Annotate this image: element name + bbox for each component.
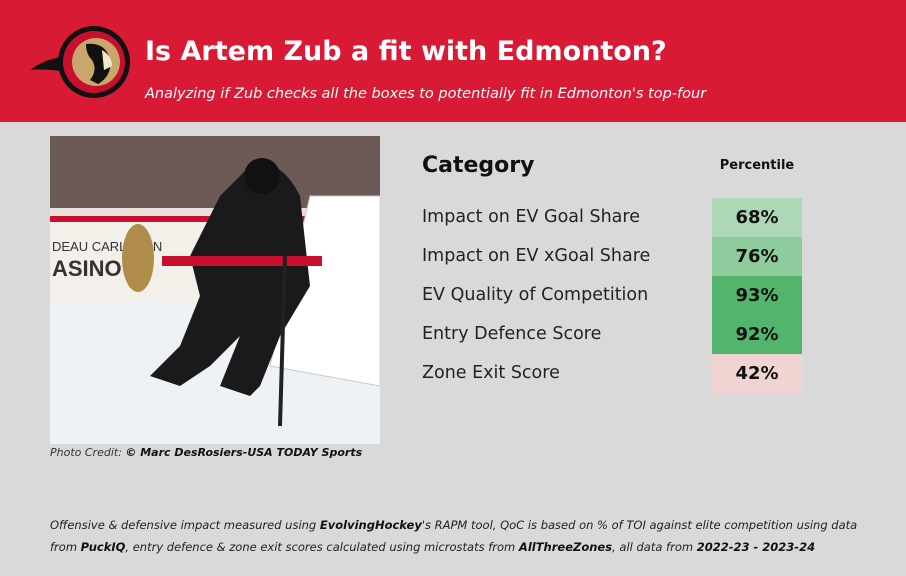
credit-value: © Marc DesRosiers-USA TODAY Sports [125,446,363,459]
senators-logo-icon [30,26,130,98]
category-label: Impact on EV xGoal Share [422,246,651,266]
table-row: EV Quality of Competition 93% [422,276,802,315]
svg-text:ASINO: ASINO [52,256,122,281]
photo-credit: Photo Credit: © Marc DesRosiers-USA TODA… [50,446,362,459]
table-row: Zone Exit Score 42% [422,354,802,393]
percentile-value: 76% [712,237,802,276]
footer-text: 's RAPM tool, QoC is based on % of TOI a… [50,518,858,554]
category-header: Category [422,153,535,178]
percentile-header: Percentile [719,158,795,173]
footer-note: Offensive & defensive impact measured us… [50,514,880,558]
credit-label: Photo Credit: [50,446,126,459]
table-row: Impact on EV xGoal Share 76% [422,237,802,276]
table-row: Entry Defence Score 92% [422,315,802,354]
category-label: Entry Defence Score [422,324,602,344]
category-label: Impact on EV Goal Share [422,207,640,227]
footer-text: , entry defence & zone exit scores calcu… [125,540,519,554]
source-name: 2022-23 - 2023-24 [696,540,816,554]
source-name: PuckIQ [80,540,126,554]
page-title: Is Artem Zub a fit with Edmonton? [145,36,667,67]
category-label: EV Quality of Competition [422,285,649,305]
source-name: EvolvingHockey [319,518,422,532]
percentile-value: 93% [712,276,802,315]
player-photo: DEAU CARLETON ASINO [50,136,380,444]
category-label: Zone Exit Score [422,363,560,383]
header-banner: Is Artem Zub a fit with Edmonton? Analyz… [0,0,906,122]
percentile-value: 68% [712,198,802,237]
table-row: Impact on EV Goal Share 68% [422,198,802,237]
percentile-value: 92% [712,315,802,354]
footer-text: , all data from [612,540,697,554]
source-name: AllThreeZones [518,540,613,554]
page-subtitle: Analyzing if Zub checks all the boxes to… [145,86,707,102]
percentile-value: 42% [712,354,802,393]
footer-text: Offensive & defensive impact measured us… [50,518,320,532]
